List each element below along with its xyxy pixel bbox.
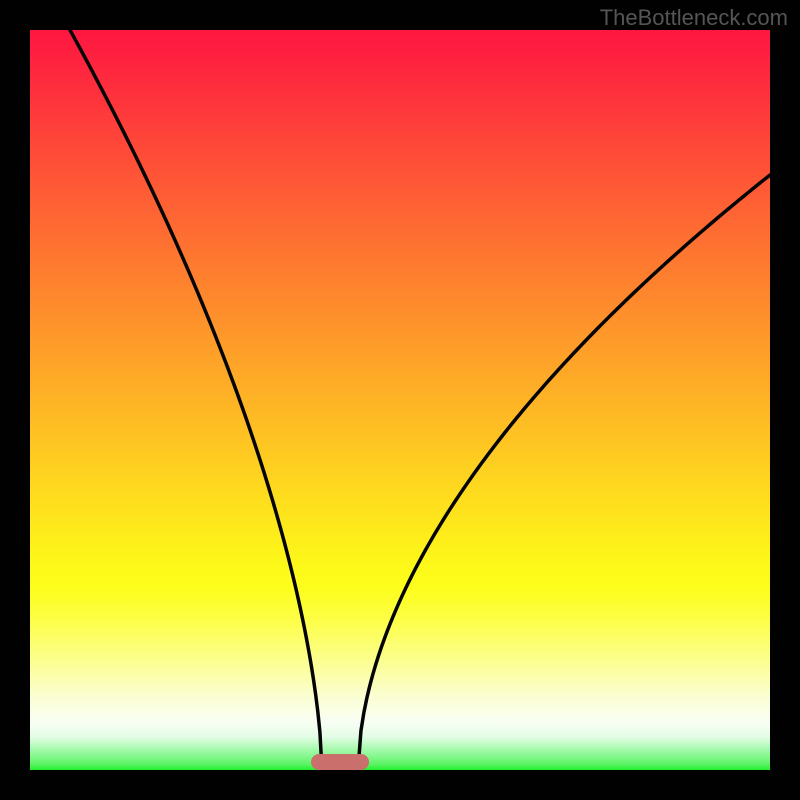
watermark-text: TheBottleneck.com bbox=[600, 5, 788, 31]
optimal-marker bbox=[311, 754, 369, 770]
bottleneck-chart bbox=[0, 0, 800, 800]
plot-gradient-background bbox=[30, 30, 770, 770]
chart-container: TheBottleneck.com bbox=[0, 0, 800, 800]
